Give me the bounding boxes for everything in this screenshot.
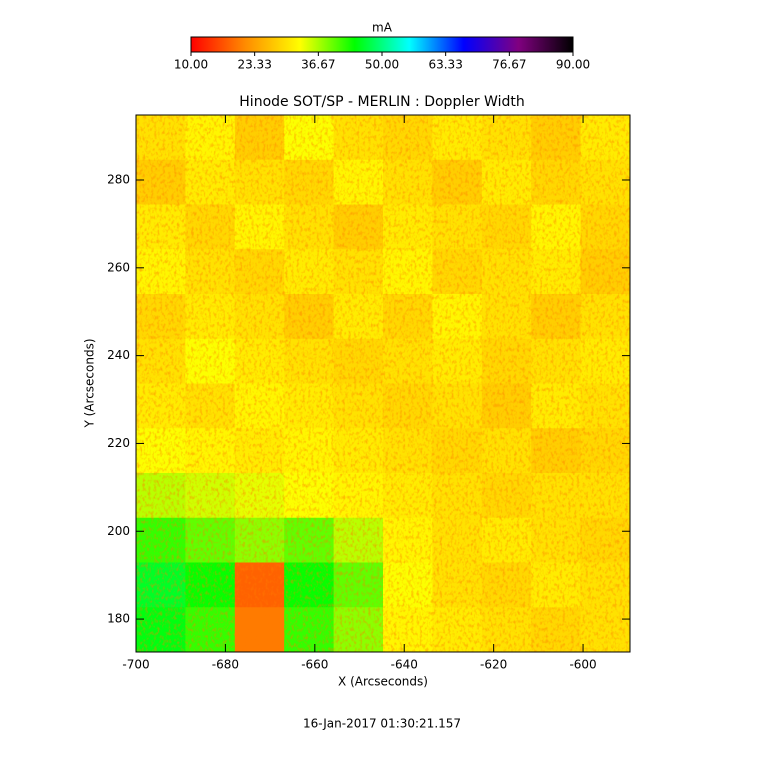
x-tick-label: -680 <box>212 658 239 672</box>
colorbar-tick-label: 36.67 <box>301 58 335 72</box>
colorbar-tick-label: 50.00 <box>365 58 399 72</box>
x-axis-label: X (Arcseconds) <box>338 675 428 689</box>
colorbar-label: mA <box>372 21 393 35</box>
x-tick-label: -600 <box>569 658 596 672</box>
chart-title: Hinode SOT/SP - MERLIN : Doppler Width <box>239 94 524 110</box>
y-axis-label: Y (Arcseconds) <box>83 338 97 428</box>
colorbar <box>190 36 574 53</box>
colorbar-tick-label: 10.00 <box>174 58 208 72</box>
colorbar-tick-label: 63.33 <box>428 58 462 72</box>
y-tick-label: 200 <box>107 524 130 538</box>
x-tick-label: -620 <box>480 658 507 672</box>
timestamp: 16-Jan-2017 01:30:21.157 <box>303 717 461 731</box>
y-tick-label: 220 <box>107 436 130 450</box>
y-tick-label: 260 <box>107 260 130 274</box>
colorbar-tick-label: 76.67 <box>492 58 526 72</box>
x-tick-label: -640 <box>391 658 418 672</box>
x-tick-label: -660 <box>301 658 328 672</box>
texture <box>136 115 630 652</box>
x-tick-label: -700 <box>122 658 149 672</box>
colorbar-tick-label: 90.00 <box>556 58 590 72</box>
y-tick-label: 280 <box>107 172 130 186</box>
plot-frame <box>135 114 631 653</box>
y-tick-label: 180 <box>107 612 130 626</box>
colorbar-tick-label: 23.33 <box>237 58 271 72</box>
y-tick-label: 240 <box>107 348 130 362</box>
